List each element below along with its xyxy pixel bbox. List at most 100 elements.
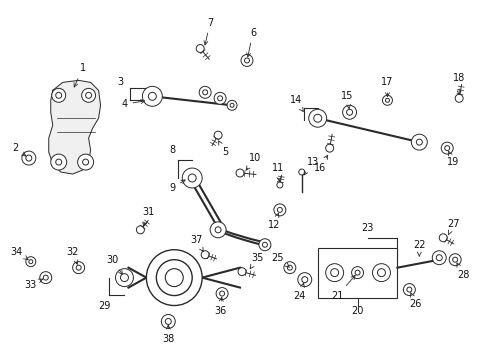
Circle shape <box>56 159 61 165</box>
Circle shape <box>51 154 66 170</box>
Circle shape <box>43 275 48 280</box>
Circle shape <box>214 131 222 139</box>
Circle shape <box>215 227 221 233</box>
Text: 14: 14 <box>289 95 303 112</box>
Circle shape <box>435 255 441 261</box>
Circle shape <box>182 168 202 188</box>
Circle shape <box>85 92 91 98</box>
Text: 21: 21 <box>331 275 354 301</box>
Circle shape <box>26 155 32 161</box>
Circle shape <box>210 222 225 238</box>
Text: 31: 31 <box>142 207 154 226</box>
Circle shape <box>287 265 292 270</box>
Circle shape <box>431 251 446 265</box>
Text: 17: 17 <box>381 77 393 96</box>
Circle shape <box>325 144 333 152</box>
Text: 24: 24 <box>293 283 305 301</box>
Circle shape <box>161 315 175 328</box>
Bar <box>317 248 397 298</box>
Circle shape <box>120 274 128 282</box>
Circle shape <box>377 269 385 276</box>
Polygon shape <box>49 80 101 174</box>
Circle shape <box>76 265 81 270</box>
Text: 13: 13 <box>303 157 318 175</box>
Text: 26: 26 <box>408 293 421 309</box>
Circle shape <box>217 96 222 101</box>
Circle shape <box>313 114 321 122</box>
Text: 35: 35 <box>250 253 264 269</box>
Circle shape <box>325 264 343 282</box>
Circle shape <box>199 86 211 98</box>
Circle shape <box>142 86 162 106</box>
Circle shape <box>454 94 462 102</box>
Text: 20: 20 <box>351 306 363 316</box>
Text: 33: 33 <box>25 279 42 289</box>
Circle shape <box>188 174 196 182</box>
Circle shape <box>148 92 156 100</box>
Text: 9: 9 <box>169 180 184 193</box>
Text: 7: 7 <box>203 18 213 45</box>
Text: 29: 29 <box>98 301 110 311</box>
Text: 25: 25 <box>271 253 289 267</box>
Text: 22: 22 <box>412 240 425 256</box>
Circle shape <box>40 272 52 284</box>
Circle shape <box>273 204 285 216</box>
Text: 28: 28 <box>456 263 468 280</box>
Text: 3: 3 <box>117 77 123 87</box>
Circle shape <box>372 264 389 282</box>
Circle shape <box>342 105 356 119</box>
Circle shape <box>382 95 392 105</box>
Circle shape <box>56 92 61 98</box>
Circle shape <box>308 109 326 127</box>
Circle shape <box>22 151 36 165</box>
Text: 12: 12 <box>267 213 280 230</box>
Text: 30: 30 <box>106 255 122 275</box>
Circle shape <box>73 262 84 274</box>
Circle shape <box>283 262 295 274</box>
Circle shape <box>385 98 388 102</box>
Circle shape <box>244 58 249 63</box>
Text: 18: 18 <box>452 73 465 95</box>
Circle shape <box>196 45 203 53</box>
Circle shape <box>440 142 452 154</box>
Text: 15: 15 <box>341 91 353 109</box>
Circle shape <box>52 88 65 102</box>
Circle shape <box>403 284 414 296</box>
Circle shape <box>146 250 202 306</box>
Circle shape <box>406 287 411 292</box>
Circle shape <box>29 260 33 264</box>
Circle shape <box>214 92 225 104</box>
Circle shape <box>226 100 237 110</box>
Circle shape <box>277 207 282 212</box>
Circle shape <box>201 251 209 259</box>
Circle shape <box>219 291 224 296</box>
Circle shape <box>262 242 267 247</box>
Circle shape <box>452 257 457 262</box>
Circle shape <box>297 273 311 287</box>
Circle shape <box>448 254 460 266</box>
Circle shape <box>438 234 447 242</box>
Circle shape <box>354 270 359 275</box>
Circle shape <box>115 269 133 287</box>
Text: 32: 32 <box>66 247 79 264</box>
Text: 2: 2 <box>12 143 26 156</box>
Circle shape <box>156 260 192 296</box>
Text: 11: 11 <box>271 163 284 181</box>
Circle shape <box>444 146 449 150</box>
Circle shape <box>301 276 307 283</box>
Text: 6: 6 <box>246 28 256 57</box>
Circle shape <box>330 269 338 276</box>
Circle shape <box>136 226 144 234</box>
Circle shape <box>165 319 171 324</box>
Text: 1: 1 <box>74 63 85 87</box>
Circle shape <box>202 90 207 95</box>
Text: 36: 36 <box>214 297 226 316</box>
Circle shape <box>216 288 227 300</box>
Text: 10: 10 <box>245 153 261 170</box>
Circle shape <box>346 109 352 115</box>
Text: 38: 38 <box>162 325 174 345</box>
Circle shape <box>415 139 422 145</box>
Text: 4: 4 <box>121 99 144 109</box>
Circle shape <box>238 268 245 276</box>
Text: 27: 27 <box>446 219 459 234</box>
